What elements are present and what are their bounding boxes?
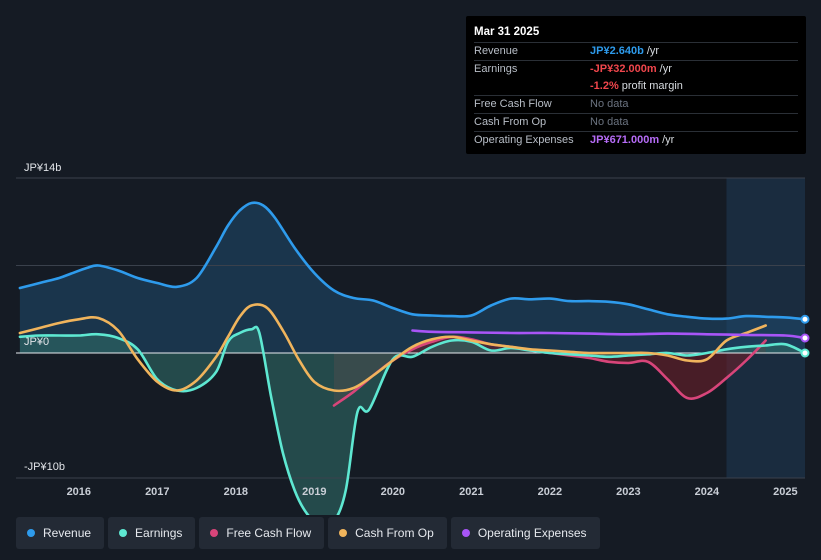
- tooltip-row-free-cash-flow: Free Cash Flow No data: [474, 96, 798, 114]
- end-marker-operating-expenses: [800, 333, 810, 343]
- end-marker-earnings: [800, 348, 810, 358]
- tooltip-value: JP¥671.000m: [590, 134, 660, 146]
- legend-label: Free Cash Flow: [226, 526, 312, 540]
- x-axis-labels: 2016 2017 2018 2019 2020 2021 2022 2023 2024 2025: [67, 486, 798, 498]
- gridlines: [16, 177, 805, 479]
- tooltip-unit: profit margin: [621, 80, 683, 92]
- tooltip-value: -JP¥32.000m: [590, 63, 657, 75]
- tooltip-value: No data: [590, 116, 629, 128]
- tooltip-row-cash-from-op: Cash From Op No data: [474, 114, 798, 132]
- legend-item-operating-expenses[interactable]: Operating Expenses: [450, 517, 600, 549]
- line-operating-expenses: [411, 329, 807, 340]
- legend-dot-icon: [210, 529, 219, 537]
- tooltip-unit: /yr: [659, 63, 672, 75]
- x-tick-label: 2023: [616, 486, 640, 498]
- x-tick-label: 2017: [145, 486, 169, 498]
- series-end-markers: [800, 314, 810, 358]
- fill-revenue: [19, 202, 805, 353]
- tooltip-date: Mar 31 2025: [474, 24, 798, 43]
- tooltip-label: Earnings: [474, 63, 518, 75]
- x-tick-label: 2019: [302, 486, 326, 498]
- tooltip-value: JP¥2.640b: [590, 45, 644, 57]
- tooltip-label: [474, 78, 590, 95]
- tooltip-unit: /yr: [646, 45, 660, 57]
- legend-label: Operating Expenses: [477, 526, 587, 540]
- x-tick-label: 2024: [695, 486, 720, 498]
- legend-item-earnings[interactable]: Earnings: [108, 517, 196, 549]
- x-tick-label: 2016: [67, 486, 91, 498]
- legend-label: Cash From Op: [355, 526, 434, 540]
- tooltip-label: Operating Expenses: [474, 134, 574, 146]
- line-revenue: [18, 201, 807, 321]
- y-label: JP¥14b: [24, 162, 61, 174]
- fill-earnings: [19, 326, 805, 515]
- legend-item-cash-from-op[interactable]: Cash From Op: [328, 517, 447, 549]
- x-tick-label: 2021: [459, 486, 483, 498]
- legend-dot-icon: [339, 529, 348, 537]
- y-label: -JP¥10b: [24, 461, 65, 473]
- line-cash-from-op: [18, 303, 767, 393]
- legend-item-free-cash-flow[interactable]: Free Cash Flow: [199, 517, 325, 549]
- legend-label: Revenue: [43, 526, 92, 540]
- legend-dot-icon: [27, 529, 35, 537]
- tooltip-unit: /yr: [662, 134, 675, 146]
- end-marker-revenue: [800, 314, 810, 324]
- y-axis-labels: JP¥14b JP¥0 -JP¥10b: [24, 162, 65, 473]
- series-lines: [18, 201, 807, 515]
- x-tick-label: 2022: [538, 486, 562, 498]
- tooltip-row-earnings: Earnings -JP¥32.000m /yr: [474, 61, 798, 78]
- legend-dot-icon: [461, 529, 470, 537]
- tooltip-value: No data: [590, 98, 629, 110]
- legend-dot-icon: [119, 529, 128, 537]
- legend-item-revenue[interactable]: Revenue: [16, 517, 105, 549]
- tooltip-value: -1.2%: [590, 80, 619, 92]
- tooltip-row-revenue: Revenue JP¥2.640b /yr: [474, 43, 798, 61]
- x-tick-label: 2025: [773, 486, 797, 498]
- y-label: JP¥0: [24, 336, 49, 348]
- tooltip-label: Free Cash Flow: [474, 98, 552, 110]
- tooltip-row-profit-margin: -1.2% profit margin: [474, 78, 798, 96]
- data-tooltip: Mar 31 2025 Revenue JP¥2.640b /yr Earnin…: [466, 16, 806, 154]
- x-tick-label: 2020: [381, 486, 405, 498]
- tooltip-label: Revenue: [474, 45, 519, 57]
- chart-legend: Revenue Earnings Free Cash Flow Cash Fro…: [16, 517, 604, 549]
- legend-label: Earnings: [135, 526, 183, 540]
- x-tick-label: 2018: [224, 486, 248, 498]
- tooltip-label: Cash From Op: [474, 116, 547, 128]
- tooltip-row-operating-expenses: Operating Expenses JP¥671.000m /yr: [474, 132, 798, 149]
